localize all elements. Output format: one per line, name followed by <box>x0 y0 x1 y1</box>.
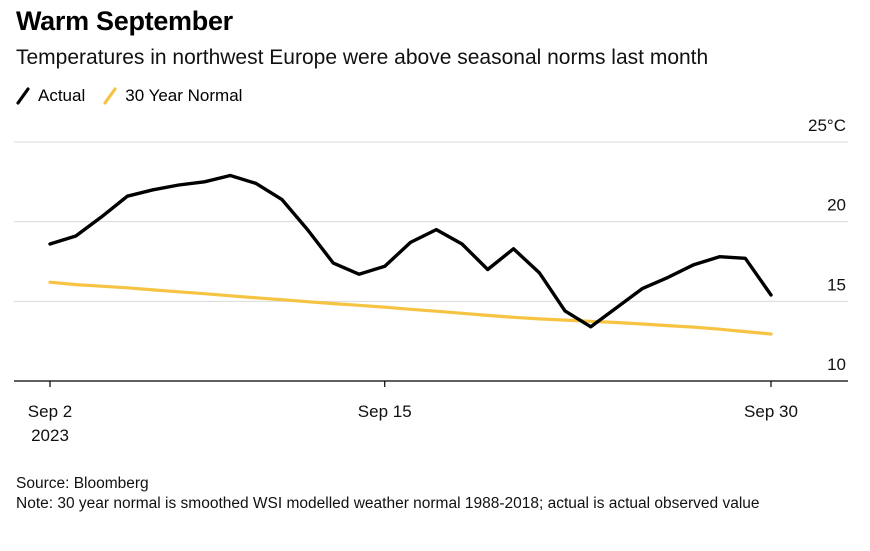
legend: Actual 30 Year Normal <box>16 86 260 106</box>
legend-label-actual: Actual <box>38 86 86 105</box>
y-tick-label-25: 25°C <box>808 116 846 135</box>
x-tick-sublabel-2: 2023 <box>31 426 69 445</box>
y-tick-label-20: 20 <box>827 196 846 215</box>
chart-title: Warm September <box>16 6 233 36</box>
legend-swatch-actual <box>16 87 30 105</box>
line-chart: 25°C 20 15 10 Sep 2 2023 Sep 15 Sep 30 <box>14 116 848 445</box>
x-tick-label-15: Sep 15 <box>358 402 412 421</box>
source-text: Source: Bloomberg <box>16 475 149 492</box>
legend-label-normal: 30 Year Normal <box>125 86 243 105</box>
legend-swatch-normal <box>103 87 117 105</box>
footer: Source: Bloomberg Note: 30 year normal i… <box>16 474 861 514</box>
x-tick-label-2: Sep 2 <box>28 402 72 421</box>
series-line-actual <box>48 173 773 329</box>
x-tick-label-30: Sep 30 <box>744 402 798 421</box>
y-tick-label-15: 15 <box>827 275 846 294</box>
legend-item-actual: Actual <box>16 86 85 106</box>
legend-item-normal: 30 Year Normal <box>103 86 242 106</box>
chart-subtitle: Temperatures in northwest Europe were ab… <box>16 46 709 69</box>
note-text: Note: 30 year normal is smoothed WSI mod… <box>16 495 760 512</box>
series-line-normal <box>48 280 773 336</box>
y-tick-label-10: 10 <box>827 355 846 374</box>
